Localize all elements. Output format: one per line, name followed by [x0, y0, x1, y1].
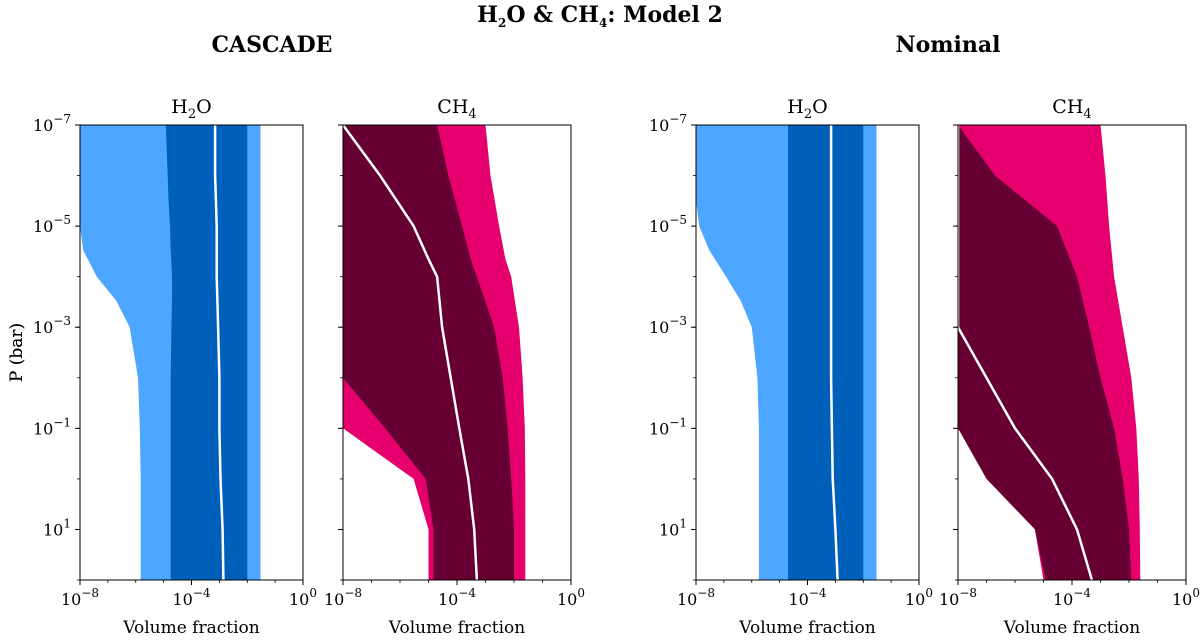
x-tick-label-nominal-h2o: 10−4 [788, 586, 826, 609]
panel-nominal-h2o: H2O 10−8 10−4 100 10−7 10−5 10−3 10−1 101 Volume … [7, 96, 933, 638]
x-tick-label-cascade-ch4: 100 [557, 586, 585, 609]
x-tick-label-cascade-h2o: 10−8 [61, 586, 99, 609]
x-tick-label-nominal-ch4: 100 [1172, 586, 1200, 609]
y-tick-label-nominal-h2o: 10−1 [649, 415, 687, 438]
y-tick-label-nominal-h2o: 101 [659, 516, 687, 539]
panel-nominal-ch4: CH4 10−8 10−4 100 Volume fraction [939, 96, 1200, 638]
median-line-cascade-h2o [213, 125, 225, 580]
x-axis-label-nominal-h2o: Volume fraction [738, 618, 875, 638]
x-tick-label-cascade-ch4: 10−4 [438, 586, 476, 609]
inner-band-nominal-h2o [788, 125, 864, 580]
x-axis-label-cascade-ch4: Volume fraction [388, 618, 525, 638]
panel-title-cascade-h2o: H2O [171, 96, 211, 122]
y-tick-label-nominal-h2o: 10−7 [649, 112, 687, 135]
panel-cascade-ch4: CH4 10−8 10−4 100 Volume fraction [324, 96, 585, 638]
inner-band-cascade-h2o [165, 125, 248, 580]
y-tick-label-nominal-h2o: 10−5 [649, 213, 687, 236]
y-tick-label-cascade-h2o: 10−3 [33, 314, 71, 337]
y-axis-label-nominal-h2o: P (bar) [7, 323, 27, 382]
x-tick-label-cascade-ch4: 10−8 [324, 586, 362, 609]
x-tick-label-nominal-h2o: 100 [905, 586, 933, 609]
y-axis-label-cascade-h2o: P (bar) [7, 323, 27, 382]
median-line-nominal-ch4 [958, 125, 1094, 580]
group-title-nominal: Nominal [895, 32, 1000, 58]
y-tick-label-cascade-h2o: 10−7 [33, 112, 71, 135]
panel-title-cascade-ch4: CH4 [437, 96, 476, 122]
x-tick-label-cascade-h2o: 10−4 [172, 586, 210, 609]
panel-cascade-h2o: H2O 10−8 10−4 100 10−7 10−5 10−3 10−1 101 Volume … [7, 96, 317, 638]
y-tick-label-cascade-h2o: 101 [43, 516, 71, 539]
x-tick-label-nominal-h2o: 10−8 [677, 586, 715, 609]
x-axis-label-nominal-ch4: Volume fraction [1003, 618, 1140, 638]
figure-title: H2O & CH4: Model 2 [477, 2, 723, 30]
inner-band-nominal-ch4 [958, 125, 1132, 580]
median-line-cascade-ch4 [343, 125, 479, 580]
x-tick-label-nominal-ch4: 10−8 [939, 586, 977, 609]
y-tick-label-nominal-h2o: 10−3 [649, 314, 687, 337]
panel-title-nominal-ch4: CH4 [1052, 96, 1091, 122]
x-tick-label-cascade-h2o: 100 [289, 586, 317, 609]
y-tick-label-cascade-h2o: 10−5 [33, 213, 71, 236]
median-line-nominal-h2o [829, 125, 839, 580]
inner-band-cascade-ch4 [343, 125, 514, 580]
group-title-cascade: CASCADE [212, 32, 333, 58]
x-axis-label-cascade-h2o: Volume fraction [122, 618, 259, 638]
panel-title-nominal-h2o: H2O [787, 96, 827, 122]
y-tick-label-cascade-h2o: 10−1 [33, 415, 71, 438]
x-tick-label-nominal-ch4: 10−4 [1053, 586, 1091, 609]
